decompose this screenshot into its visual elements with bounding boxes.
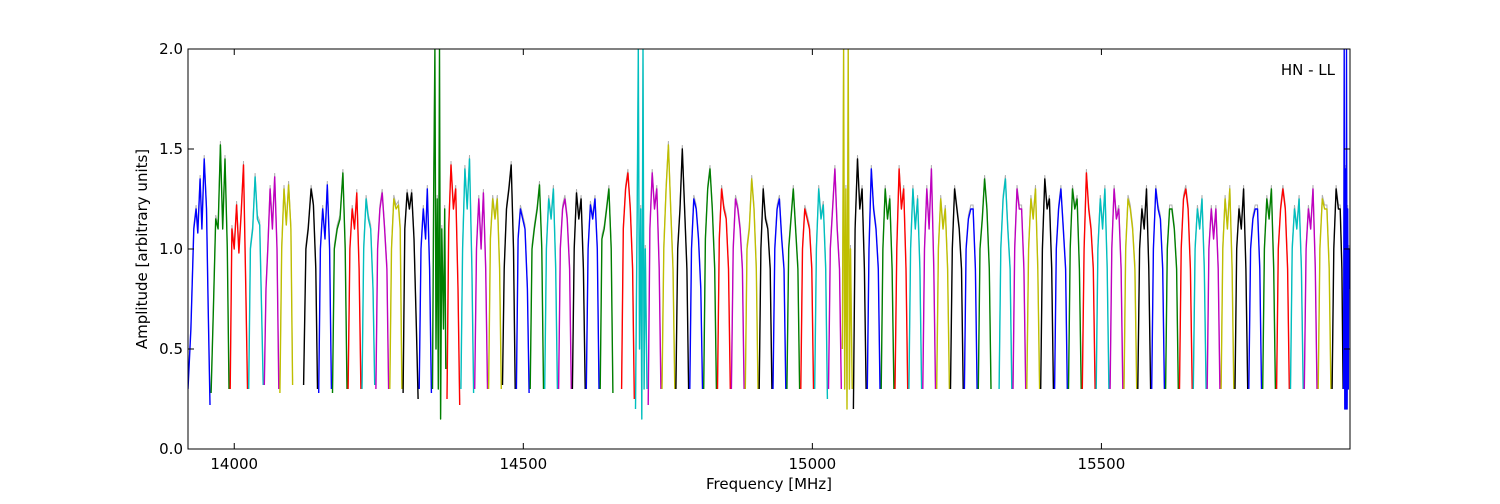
series-line-30 (647, 172, 662, 406)
series-line-44 (841, 49, 853, 410)
series-line-38 (758, 188, 773, 390)
series-line-21 (515, 208, 530, 394)
series-line-16 (446, 164, 461, 406)
series-line-73 (1248, 208, 1263, 390)
series-line-36 (730, 198, 745, 390)
series-line-68 (1178, 188, 1193, 390)
series-line-20 (501, 164, 516, 390)
series-line-64 (1123, 198, 1138, 390)
x-axis-label: Frequency [MHz] (706, 475, 832, 493)
series-line-8 (331, 172, 348, 394)
series-line-72 (1234, 188, 1249, 390)
series-line-69 (1192, 198, 1207, 390)
series-line-15 (431, 49, 447, 420)
x-tick-label: 14500 (499, 455, 547, 473)
series-line-26 (585, 198, 600, 390)
series-shadow-8 (332, 168, 348, 390)
series-line-35 (716, 188, 731, 390)
series-line-75 (1275, 188, 1290, 390)
x-tick-label: 15000 (788, 455, 836, 473)
series-line-41 (800, 208, 815, 390)
series-line-13 (402, 192, 419, 400)
series-line-48 (894, 168, 909, 390)
series-line-29 (634, 49, 648, 420)
series-line-71 (1220, 188, 1235, 390)
series-line-2 (229, 164, 249, 390)
series-line-39 (772, 198, 787, 390)
series-line-24 (557, 198, 572, 390)
series-line-14 (418, 188, 433, 394)
series-line-52 (949, 188, 964, 390)
series-line-32 (675, 148, 690, 390)
series-line-59 (1053, 188, 1068, 390)
series-line-42 (814, 188, 829, 400)
series-line-78 (1317, 198, 1332, 390)
series-line-4 (263, 176, 280, 390)
series-layer (188, 49, 1350, 420)
y-tick-label: 1.0 (159, 240, 183, 258)
series-line-31 (661, 144, 676, 390)
series-line-9 (347, 192, 362, 390)
series-line-45 (852, 158, 867, 410)
series-line-25 (571, 192, 586, 390)
series-line-74 (1262, 188, 1277, 390)
series-line-12 (389, 198, 403, 390)
series-line-10 (361, 198, 376, 390)
x-axis: 14000 14500 15000 15500 (210, 49, 1125, 473)
series-line-28 (620, 172, 635, 400)
series-line-65 (1137, 188, 1152, 390)
series-line-54 (977, 178, 992, 390)
series-line-40 (786, 188, 801, 390)
series-line-19 (487, 198, 502, 390)
series-line-1 (210, 144, 230, 394)
series-line-18 (474, 192, 489, 390)
series-line-56 (1012, 188, 1027, 390)
series-line-53 (963, 208, 978, 390)
series-line-0 (188, 158, 211, 406)
series-line-6 (302, 188, 319, 390)
series-line-7 (318, 184, 333, 394)
series-line-43 (827, 168, 842, 390)
series-line-67 (1164, 208, 1179, 390)
series-line-57 (1026, 188, 1041, 390)
series-line-17 (460, 158, 475, 394)
series-line-5 (279, 184, 294, 394)
y-tick-label: 0.5 (159, 340, 183, 358)
series-line-46 (866, 168, 881, 390)
x-tick-label: 14000 (210, 455, 258, 473)
series-line-66 (1151, 188, 1166, 390)
series-line-55 (998, 178, 1013, 390)
series-line-58 (1040, 178, 1055, 390)
series-line-60 (1067, 188, 1082, 390)
series-line-70 (1206, 208, 1221, 390)
series-line-76 (1289, 198, 1304, 390)
y-tick-label: 1.5 (159, 140, 183, 158)
series-line-63 (1109, 188, 1124, 390)
series-line-77 (1303, 188, 1318, 390)
series-line-51 (936, 198, 951, 390)
y-tick-label: 0.0 (159, 440, 183, 458)
series-line-50 (922, 168, 937, 390)
plot-annotation: HN - LL (1281, 61, 1336, 79)
y-axis: 0.0 0.5 1.0 1.5 2.0 (159, 40, 1350, 458)
series-line-3 (248, 176, 264, 390)
series-line-33 (689, 198, 704, 390)
series-line-37 (744, 178, 759, 390)
series-line-61 (1081, 172, 1096, 390)
series-line-34 (703, 168, 718, 390)
series-line-23 (544, 188, 559, 390)
series-line-11 (375, 192, 390, 390)
series-line-80 (1342, 49, 1350, 410)
series-line-27 (599, 188, 614, 394)
series-line-22 (529, 184, 545, 390)
series-line-79 (1331, 188, 1344, 390)
series-line-47 (880, 188, 895, 390)
y-axis-label: Amplitude [arbitrary units] (133, 149, 151, 349)
series-line-62 (1095, 188, 1110, 390)
series-line-49 (908, 188, 923, 390)
x-tick-label: 15500 (1078, 455, 1126, 473)
y-tick-label: 2.0 (159, 40, 183, 58)
